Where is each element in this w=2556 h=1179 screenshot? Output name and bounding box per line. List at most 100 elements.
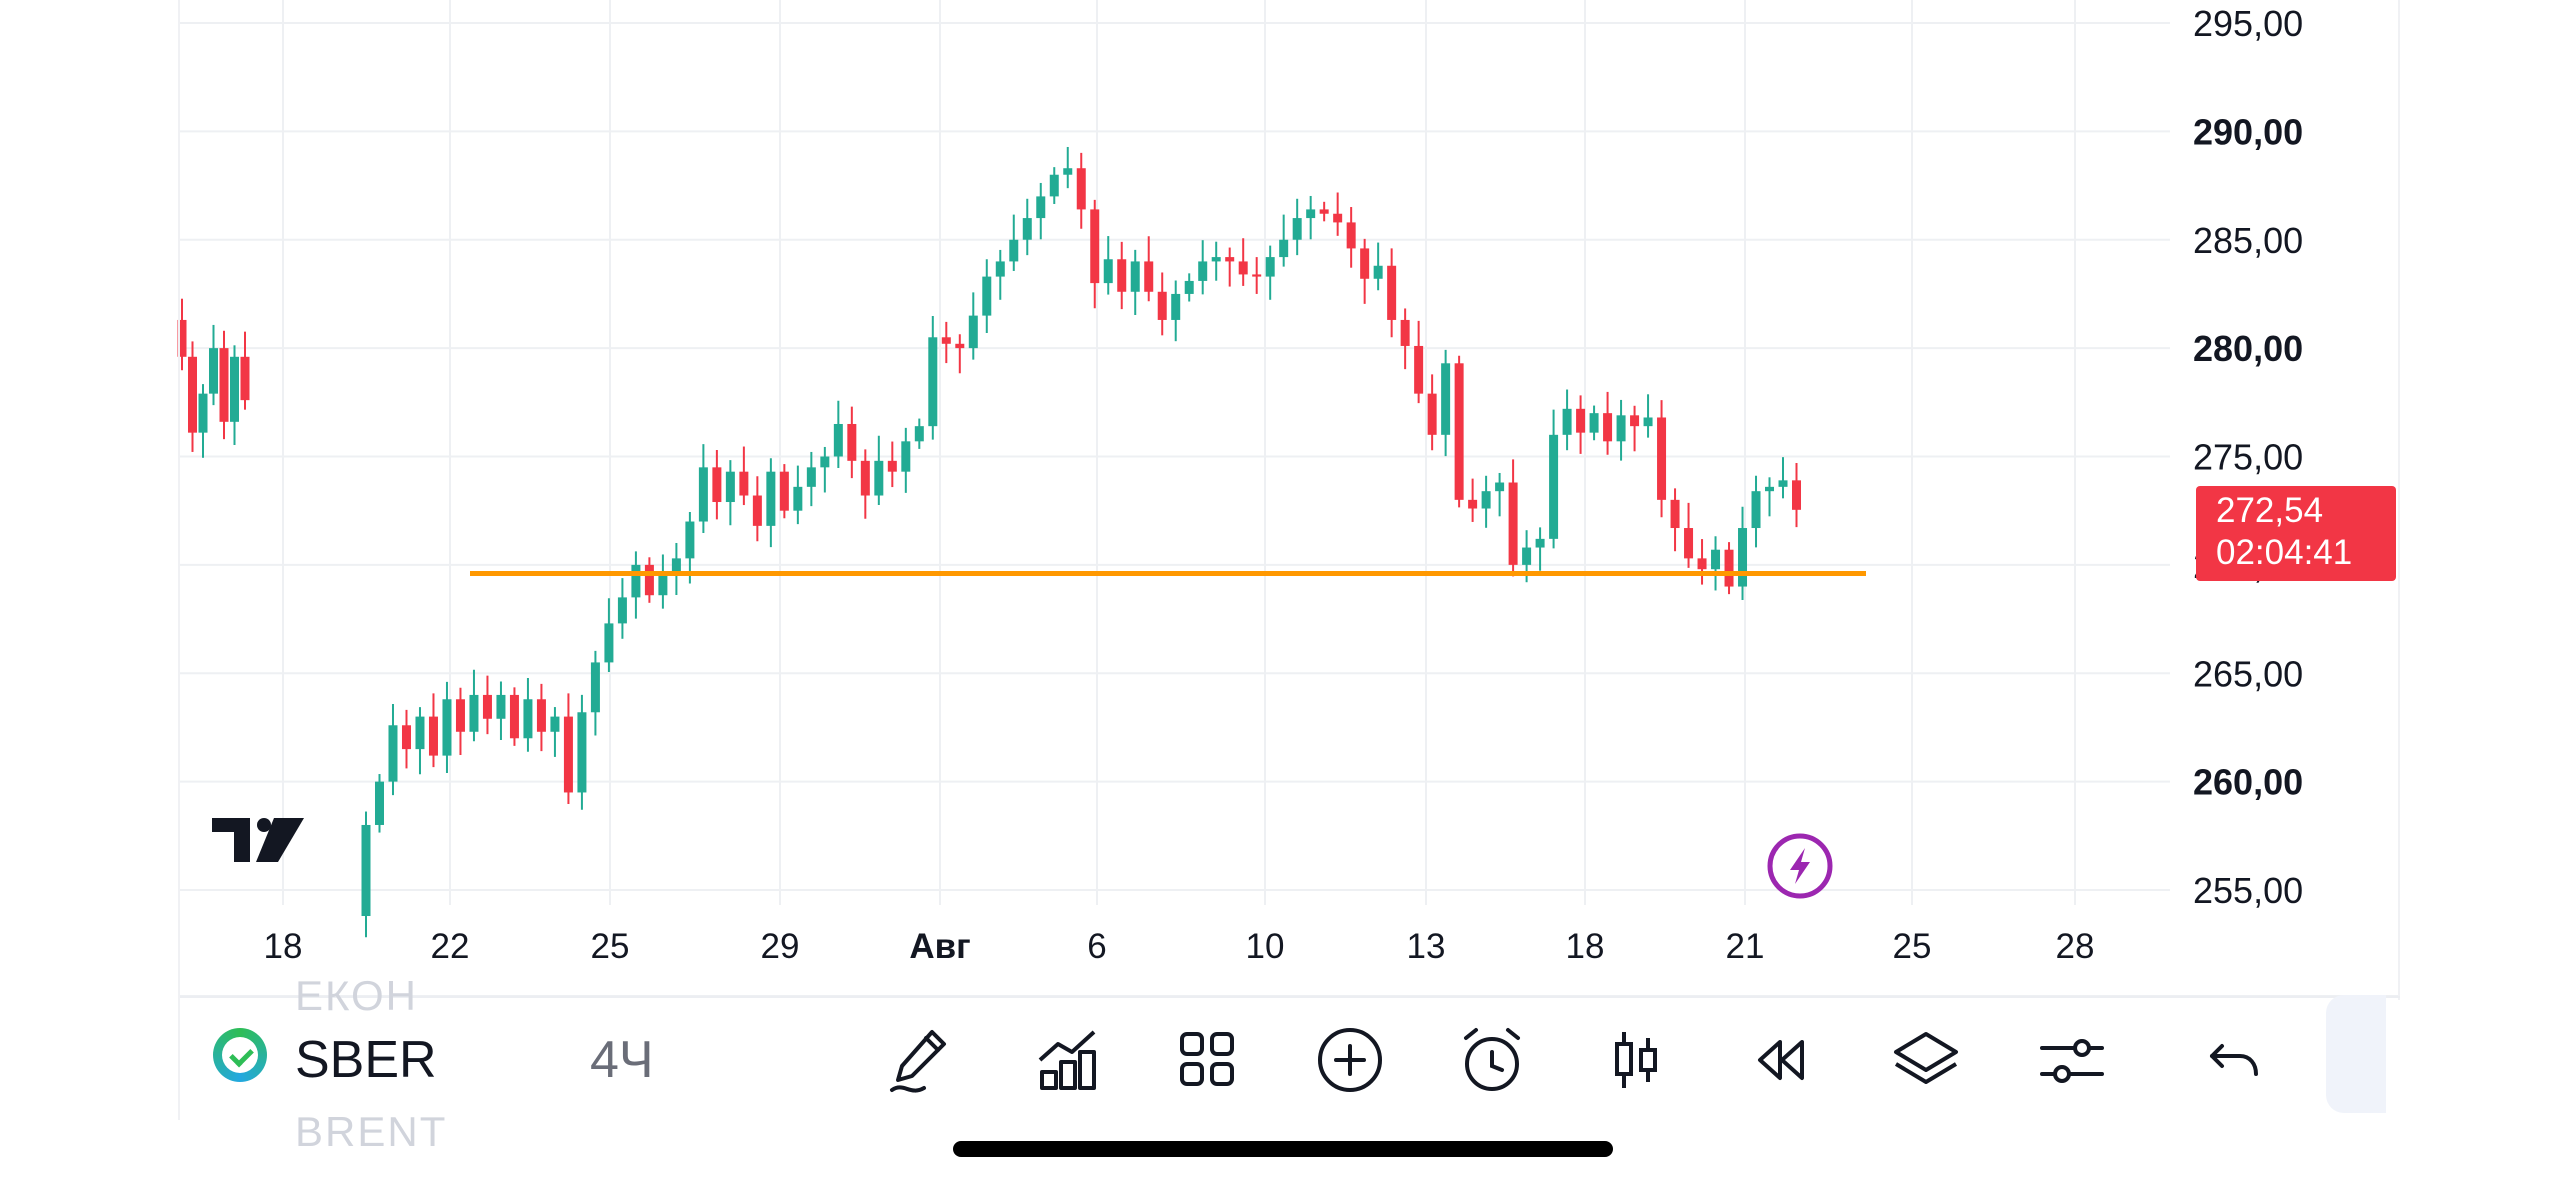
candle-down [1252,274,1262,277]
candle-down [188,356,197,433]
bottom-toolbar [180,1000,2400,1125]
candle-down [1225,257,1235,262]
candle-up [806,467,816,487]
candle-up [209,348,218,394]
candle-up [1535,538,1545,548]
candle-up [1171,293,1181,320]
candle-up [1063,168,1073,175]
candle-down [644,564,654,596]
candle-down [1670,499,1680,529]
y-tick-label: 290,00 [2193,111,2303,152]
candle-down [1076,168,1086,210]
candle-up [198,393,208,433]
candle-up [388,725,398,782]
interval-button[interactable]: 4Ч [590,1031,654,1089]
time-scale[interactable]: 18 22 25 29 Авг 6 10 13 18 21 25 28 [264,927,2095,966]
candle-up [415,716,425,750]
lightning-alert-icon[interactable] [1767,833,1833,899]
candle-up [1522,547,1532,565]
pen-icon[interactable] [880,1020,960,1100]
candle-down [1603,413,1613,442]
candle-up [469,694,479,732]
candle-down [177,319,187,357]
candle-up [577,712,587,793]
candle-up [874,460,884,496]
candle-up [1495,482,1505,492]
candle-down [955,343,965,349]
undo-icon[interactable] [2196,1020,2276,1100]
left-edge [178,0,180,1120]
candle-up [1562,408,1572,435]
candle-up [658,575,668,596]
symbol-logo[interactable] [213,1028,267,1082]
ghost-symbol-above: ЕКОН [295,972,419,1019]
candle-down [482,694,492,719]
ghost-symbol-below: BRENT [295,1108,448,1155]
more-tools-panel[interactable] [2326,995,2386,1113]
candle-down [1400,319,1410,346]
candle-down [1657,417,1667,500]
candle-up [1616,415,1626,442]
candle-down [455,699,465,732]
candle-up [793,486,803,511]
candle-up [617,597,627,624]
candle-down [1117,259,1127,292]
candle-up [901,441,911,472]
candle-up [374,781,384,825]
indicators-icon[interactable] [1028,1020,1108,1100]
x-tick-label: 25 [591,927,630,966]
candle-down [752,495,762,526]
candle-up [1765,486,1775,492]
alarm-icon[interactable] [1452,1020,1532,1100]
candle-up [982,276,992,316]
y-tick-label: 260,00 [2193,762,2303,803]
candle-down [1090,209,1100,284]
price-scale[interactable]: 295,00290,00285,00280,00275,00270,00265,… [2193,3,2303,911]
x-tick-label: Авг [909,927,970,966]
settings-icon[interactable] [2032,1020,2112,1100]
candle-up [1279,239,1289,258]
candle-up [550,716,560,732]
candle-down [509,694,519,739]
x-tick-label: 25 [1893,927,1932,966]
x-tick-label: 18 [264,927,303,966]
candles [177,146,1802,938]
candle-down [1576,408,1586,433]
candle-up [631,564,641,598]
candle-up [671,558,681,576]
candle-up [1778,480,1788,487]
tradingview-logo[interactable] [212,818,304,862]
candle-up [496,694,506,719]
candle-up [1292,218,1302,240]
y-tick-label: 285,00 [2193,220,2303,261]
candle-up [590,662,600,713]
candles-icon[interactable] [1596,1020,1676,1100]
x-tick-label: 18 [1566,927,1605,966]
x-tick-label: 22 [431,927,470,966]
candle-up [725,471,735,503]
candle-down [1414,345,1424,394]
replay-icon[interactable] [1740,1020,1820,1100]
candle-up [968,315,978,349]
candle-down [887,460,897,472]
home-indicator [953,1141,1613,1157]
candle-up [523,699,533,739]
candle-down [847,423,857,461]
candle-up [1738,528,1748,587]
candle-up [1036,196,1046,219]
x-tick-label: 21 [1726,927,1765,966]
templates-icon[interactable] [1168,1020,1248,1100]
candle-up [1589,413,1599,433]
candle-up [1441,363,1451,435]
candle-up [1049,174,1059,197]
candle-up [1643,417,1653,427]
candle-down [1333,213,1343,223]
symbol-button[interactable]: SBER [295,1031,437,1089]
candle-down [1319,209,1329,214]
add-icon[interactable] [1310,1020,1390,1100]
candle-up [1265,257,1275,277]
last-price: 272,54 [2216,491,2324,530]
candle-down [1508,482,1518,565]
layers-icon[interactable] [1886,1020,1966,1100]
